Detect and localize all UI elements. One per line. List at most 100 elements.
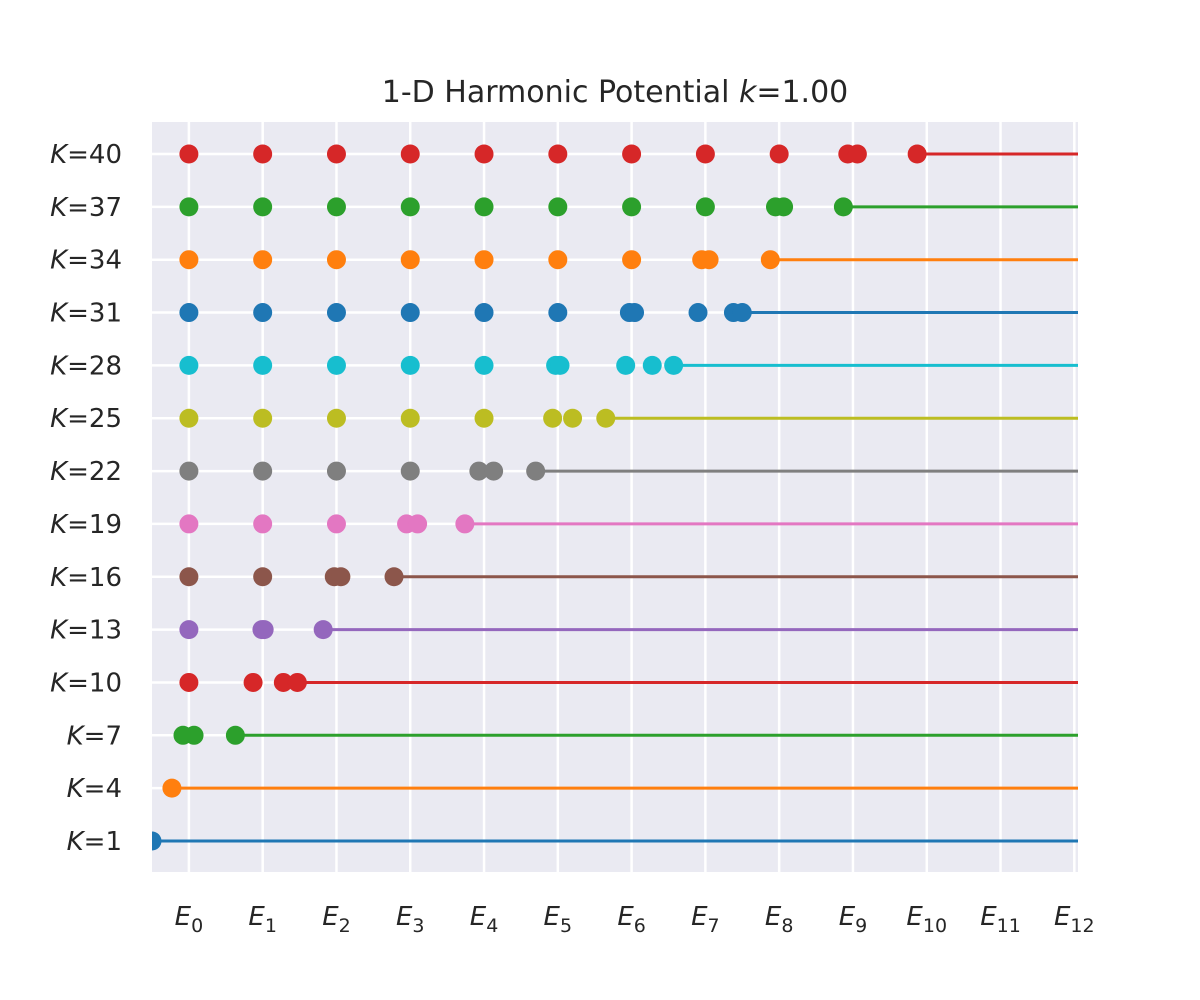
series-point	[625, 303, 645, 323]
series-point	[469, 461, 489, 481]
series-point	[253, 567, 273, 587]
y-tick-val: =1	[84, 827, 122, 857]
series-point	[253, 197, 273, 217]
series-point	[179, 620, 199, 640]
x-tick-base: E	[470, 902, 487, 932]
y-tick-label: K=1	[67, 827, 122, 857]
y-tick-label: K=4	[67, 774, 122, 804]
series-point	[253, 355, 273, 375]
y-tick-var: K	[50, 246, 69, 276]
series-points	[152, 144, 927, 851]
y-tick-val: =16	[67, 563, 122, 593]
series-point	[642, 355, 662, 375]
series-lines	[152, 152, 1078, 843]
series-point	[313, 620, 333, 640]
series-point	[273, 672, 293, 692]
y-tick-val: =19	[67, 510, 122, 540]
series-point	[847, 144, 867, 164]
series-point	[548, 250, 568, 270]
series-point	[179, 461, 199, 481]
series-point	[400, 461, 420, 481]
series-point	[760, 250, 780, 270]
x-tick-label: E5	[544, 902, 573, 937]
x-tick-sub: 4	[486, 915, 498, 937]
series-point	[548, 197, 568, 217]
y-tick-val: =37	[67, 193, 122, 223]
y-tick-label: K=16	[50, 563, 122, 593]
y-tick-var: K	[67, 774, 86, 804]
y-tick-label: K=10	[50, 668, 122, 698]
series-point	[326, 408, 346, 428]
chart-title-suffix: =1.00	[756, 75, 848, 110]
series-point	[253, 303, 273, 323]
y-tick-var: K	[50, 510, 69, 540]
series-point	[400, 303, 420, 323]
x-tick-sub: 11	[997, 915, 1021, 937]
series-point	[474, 355, 494, 375]
series-point	[179, 197, 199, 217]
y-tick-val: =22	[67, 457, 122, 487]
series-point	[400, 408, 420, 428]
series-point	[474, 144, 494, 164]
y-tick-val: =7	[84, 721, 122, 751]
y-tick-var: K	[50, 404, 69, 434]
x-tick-label: E4	[470, 902, 499, 937]
y-tick-val: =31	[67, 299, 122, 329]
x-tick-sub: 7	[708, 915, 720, 937]
y-tick-var: K	[50, 351, 69, 381]
x-tick-label: E2	[322, 902, 351, 937]
series-point	[622, 144, 642, 164]
series-point	[184, 725, 204, 745]
series-point	[326, 303, 346, 323]
y-tick-val: =4	[84, 774, 122, 804]
y-tick-var: K	[67, 721, 86, 751]
series-point	[253, 461, 273, 481]
x-tick-sub: 0	[191, 915, 203, 937]
x-tick-base: E	[248, 902, 265, 932]
series-point	[474, 303, 494, 323]
series-point	[326, 461, 346, 481]
x-tick-base: E	[906, 902, 923, 932]
x-tick-label: E8	[765, 902, 794, 937]
y-tick-label: K=22	[50, 457, 122, 487]
y-tick-label: K=7	[67, 721, 122, 751]
series-point	[526, 461, 546, 481]
x-tick-base: E	[617, 902, 634, 932]
series-point	[543, 408, 563, 428]
series-point	[384, 567, 404, 587]
y-tick-val: =28	[67, 351, 122, 381]
y-tick-label: K=19	[50, 510, 122, 540]
series-point	[179, 514, 199, 534]
series-point	[474, 408, 494, 428]
x-tick-label: E1	[248, 902, 277, 937]
series-point	[225, 725, 245, 745]
series-point	[408, 514, 428, 534]
y-tick-var: K	[50, 563, 69, 593]
series-point	[179, 567, 199, 587]
series-point	[254, 620, 274, 640]
chart-title-var: k	[739, 75, 758, 110]
x-tick-label: E12	[1054, 902, 1095, 937]
series-point	[179, 672, 199, 692]
chart-title-prefix: 1-D Harmonic Potential	[382, 75, 739, 110]
x-tick-sub: 6	[634, 915, 646, 937]
x-tick-sub: 9	[855, 915, 867, 937]
series-point	[331, 567, 351, 587]
y-tick-val: =13	[67, 616, 122, 646]
x-tick-base: E	[322, 902, 339, 932]
y-tick-label: K=25	[50, 404, 122, 434]
series-point	[596, 408, 616, 428]
x-tick-base: E	[691, 902, 708, 932]
series-point	[548, 303, 568, 323]
x-tick-base: E	[544, 902, 561, 932]
x-tick-label: E11	[980, 902, 1021, 937]
y-tick-var: K	[67, 827, 86, 857]
series-point	[400, 250, 420, 270]
series-point	[179, 144, 199, 164]
series-point	[179, 408, 199, 428]
x-tick-label: E6	[617, 902, 646, 937]
y-tick-var: K	[50, 616, 69, 646]
y-tick-var: K	[50, 193, 69, 223]
y-tick-label: K=37	[50, 193, 122, 223]
